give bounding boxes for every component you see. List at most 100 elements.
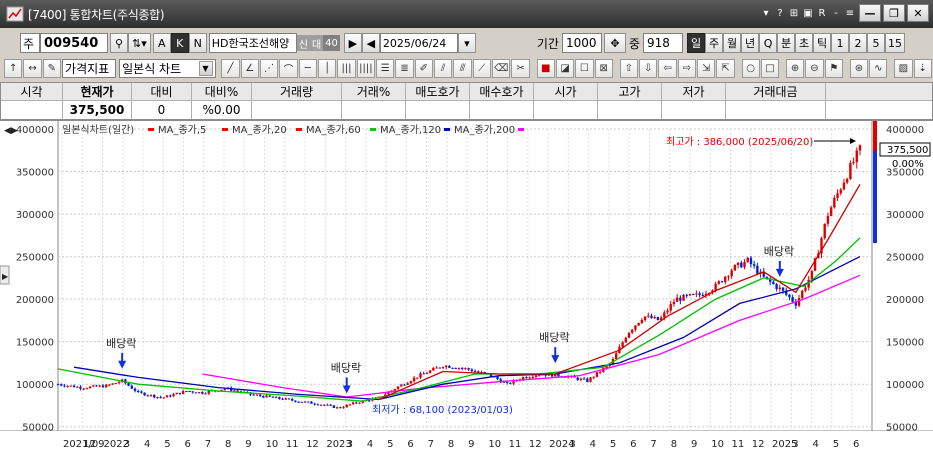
quote-value	[534, 101, 598, 119]
chart-settings-icon[interactable]: ▨	[894, 58, 913, 78]
trend-tool-icon[interactable]: ⟋	[472, 58, 492, 78]
tab-1[interactable]: 1	[831, 33, 850, 53]
tab-minute[interactable]: 분	[777, 33, 796, 53]
circle-tool-icon[interactable]: ○	[741, 58, 760, 78]
right-icon[interactable]: ⇨	[677, 58, 697, 78]
tab-quarter[interactable]: Q	[759, 33, 778, 53]
candle-body	[528, 377, 531, 379]
prev-button[interactable]: ◀	[361, 33, 380, 53]
minimize-button[interactable]: —	[859, 4, 881, 22]
count-input[interactable]: 918	[643, 33, 684, 53]
candle-body	[695, 293, 698, 295]
fibo-v-icon[interactable]: |||	[337, 58, 356, 78]
eraser-icon[interactable]: ⌫	[492, 58, 511, 78]
angle-tool-icon[interactable]: ∠	[240, 58, 259, 78]
pin-icon[interactable]: ▾	[763, 7, 769, 19]
candle-body	[598, 371, 602, 373]
help-icon[interactable]: ?	[777, 7, 783, 19]
zoom-icon[interactable]: ⊕	[785, 58, 805, 78]
scroll-down-icon[interactable]: ⇣	[913, 58, 932, 78]
tab-day[interactable]: 일	[687, 33, 706, 53]
candle-body	[387, 391, 390, 395]
doc-edit-icon[interactable]: ☐	[575, 58, 594, 78]
candle-body	[480, 372, 483, 374]
tab-week[interactable]: 주	[705, 33, 724, 53]
analysis-icon[interactable]: ⚑	[824, 58, 843, 78]
period-input[interactable]: 1000	[561, 33, 602, 53]
magic-eraser-icon[interactable]: ✂	[511, 58, 530, 78]
x-tick-label: 2021/09	[63, 439, 105, 450]
candle-body	[534, 375, 538, 377]
price-indicator-button[interactable]: 가격지표	[62, 58, 117, 78]
pen-tool-icon[interactable]: ✐	[414, 58, 434, 78]
chart-title: 일본식차트(일간)	[62, 124, 134, 136]
btn-n[interactable]: N	[188, 33, 207, 53]
drag-handle[interactable]: ✥	[603, 33, 626, 53]
chart-canvas[interactable]: 50000 50000 100000 100000 150000 150000 200000…	[0, 121, 933, 452]
stock-code-input[interactable]: 009540	[40, 33, 108, 53]
window-icon[interactable]: ▣	[803, 7, 813, 19]
tab-tick[interactable]: 틱	[813, 33, 832, 53]
indicator-icon[interactable]: ⊛	[849, 58, 869, 78]
arrow-lr-icon[interactable]: ↔	[23, 58, 42, 78]
rect-tool-icon[interactable]: □	[760, 58, 780, 78]
candle-body	[772, 281, 775, 285]
price-chart[interactable]: 50000 50000 100000 100000 150000 150000 200000…	[0, 120, 933, 452]
sort-button[interactable]: ⇅▾	[128, 33, 151, 53]
wave-icon[interactable]: ∿	[869, 58, 888, 78]
date-input[interactable]: 2025/06/24	[379, 33, 458, 53]
candle-body	[262, 395, 265, 398]
candle-body	[281, 398, 284, 400]
date-dropdown[interactable]: ▾	[457, 33, 476, 53]
arc-tool-icon[interactable]: ⌒	[279, 58, 298, 78]
chart-type-select[interactable]: 일본식 차트 ▼	[119, 58, 216, 78]
expand-icon[interactable]: ⇲	[697, 58, 716, 78]
btn-k[interactable]: K	[170, 33, 189, 53]
tab-15[interactable]: 15	[885, 33, 906, 53]
tab-year[interactable]: 년	[741, 33, 760, 53]
settings-icon[interactable]: -	[834, 7, 838, 19]
tab-2[interactable]: 2	[849, 33, 868, 53]
cancel-tool-icon[interactable]: ⊠	[594, 58, 613, 78]
vline-tool-icon[interactable]: │	[317, 58, 337, 78]
zoom-out-icon[interactable]: ⊖	[805, 58, 824, 78]
candle-body	[101, 385, 105, 388]
up-icon[interactable]: ⇧	[619, 58, 639, 78]
fibo-time-icon[interactable]: ||||	[356, 58, 376, 78]
collapse-icon[interactable]: ⇱	[716, 58, 735, 78]
candle-body	[339, 407, 342, 409]
list-icon[interactable]: ≡	[845, 7, 855, 19]
play-button[interactable]: ▶	[343, 33, 362, 53]
candle-body	[810, 270, 814, 280]
down-icon[interactable]: ⇩	[639, 58, 658, 78]
tab-month[interactable]: 월	[723, 33, 742, 53]
close-button[interactable]: ✕	[907, 4, 929, 22]
arrow-up-icon[interactable]: ↑	[4, 58, 23, 78]
fan-tool-icon[interactable]: ⋰	[259, 58, 279, 78]
candle-body	[704, 293, 708, 296]
left-icon[interactable]: ⇦	[658, 58, 677, 78]
sort-icon: ⇅▾	[132, 36, 147, 50]
refresh-icon[interactable]: R	[818, 7, 826, 19]
candle-body	[679, 297, 682, 301]
edit-icon[interactable]: ✎	[42, 58, 62, 78]
btn-a[interactable]: A	[152, 33, 171, 53]
candle-body	[502, 381, 506, 383]
grid-tool-icon[interactable]: ☰	[376, 58, 395, 78]
tab-second[interactable]: 초	[795, 33, 814, 53]
search-button[interactable]: ⚲	[110, 33, 128, 53]
restore-button[interactable]: ❐	[883, 4, 905, 22]
palette-icon[interactable]: ■	[536, 58, 555, 78]
channel-tool-icon[interactable]: ⫽	[434, 58, 453, 78]
line-tool-icon[interactable]: ╱	[221, 58, 240, 78]
candle-body	[653, 316, 656, 319]
fibo-h-icon[interactable]: ≣	[395, 58, 414, 78]
market-select[interactable]: 주	[20, 33, 40, 53]
x-tick-label: 5	[610, 439, 616, 450]
hline-tool-icon[interactable]: ─	[298, 58, 317, 78]
tab-5[interactable]: 5	[867, 33, 886, 53]
link-icon[interactable]: ⊞	[789, 7, 799, 19]
fill-icon[interactable]: ◪	[555, 58, 575, 78]
parallel-tool-icon[interactable]: ⫻	[453, 58, 472, 78]
candle-body	[92, 385, 95, 387]
